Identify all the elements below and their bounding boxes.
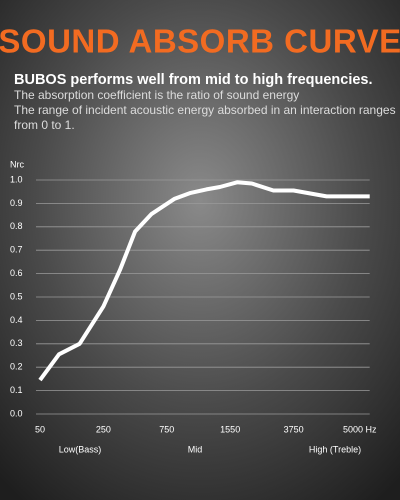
y-tick-label: 0.6 [10, 268, 23, 278]
y-tick-label: 0.4 [10, 315, 23, 325]
x-tick-label: 3750 [284, 424, 304, 434]
x-tick-label: 5000 Hz [343, 424, 377, 434]
y-tick-label: 1.0 [10, 174, 23, 184]
title: SOUND ABSORB CURVE [0, 23, 400, 60]
description: The range of incident acoustic energy ab… [14, 103, 396, 117]
description: from 0 to 1. [14, 118, 75, 132]
y-tick-label: 0.5 [10, 291, 23, 301]
y-tick-label: 0.8 [10, 221, 23, 231]
x-group-label: Low(Bass) [59, 444, 102, 454]
y-tick-label: 0.1 [10, 385, 23, 395]
x-tick-label: 50 [35, 424, 45, 434]
y-tick-label: 0.2 [10, 362, 23, 372]
y-tick-label: 0.3 [10, 338, 23, 348]
x-group-label: High (Treble) [309, 444, 361, 454]
x-group-label: Mid [188, 444, 203, 454]
x-tick-label: 250 [96, 424, 111, 434]
y-tick-label: 0.7 [10, 245, 23, 255]
y-axis-label: Nrc [10, 159, 24, 169]
y-tick-label: 0.0 [10, 408, 23, 418]
x-tick-label: 1550 [220, 424, 240, 434]
y-tick-label: 0.9 [10, 198, 23, 208]
subtitle: BUBOS performs well from mid to high fre… [14, 72, 373, 88]
description: The absorption coefficient is the ratio … [14, 88, 299, 102]
x-tick-label: 750 [159, 424, 174, 434]
curve [38, 180, 370, 382]
